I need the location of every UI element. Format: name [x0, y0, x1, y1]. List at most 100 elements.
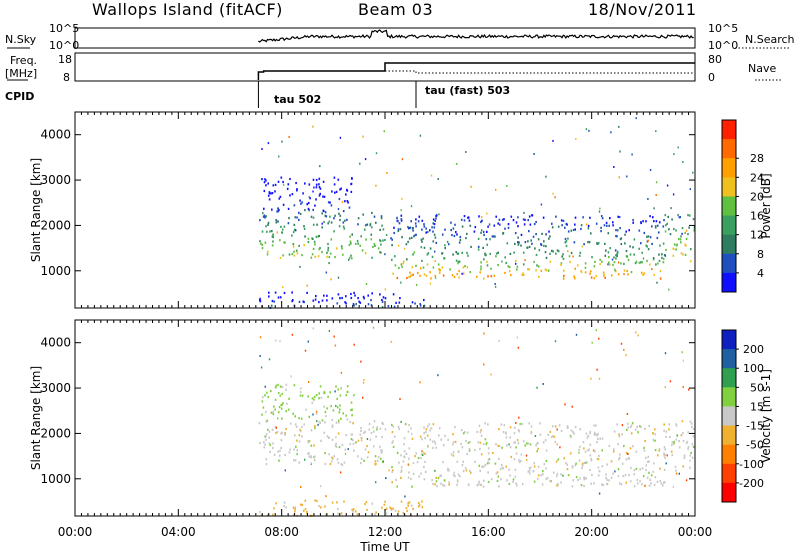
- range-cell: [340, 462, 343, 466]
- range-cell: [405, 452, 407, 455]
- range-cell: [477, 237, 480, 240]
- range-cell: [587, 240, 589, 244]
- range-cell: [405, 243, 408, 246]
- range-cell: [603, 224, 606, 227]
- range-cell: [430, 174, 433, 177]
- range-cell: [324, 452, 326, 455]
- range-cell: [262, 212, 264, 215]
- range-cell: [474, 449, 476, 452]
- range-cell: [639, 468, 641, 471]
- range-cell: [273, 300, 275, 303]
- range-cell: [655, 194, 657, 196]
- range-cell: [460, 443, 462, 446]
- range-cell: [264, 241, 267, 244]
- range-cell: [398, 301, 401, 304]
- range-cell: [545, 269, 548, 272]
- range-cell: [529, 466, 532, 469]
- range-cell: [376, 428, 378, 431]
- range-cell: [340, 187, 342, 190]
- range-cell: [640, 221, 642, 225]
- range-cell: [467, 216, 470, 219]
- y-tick-label: 1000: [40, 264, 71, 278]
- range-cell: [391, 481, 393, 484]
- range-cell: [691, 443, 694, 446]
- range-cell: [326, 255, 328, 258]
- range-cell: [330, 405, 332, 408]
- range-cell: [438, 269, 441, 272]
- range-cell: [670, 207, 672, 210]
- range-cell: [663, 468, 666, 471]
- range-cell: [588, 448, 590, 451]
- range-cell: [374, 460, 377, 463]
- range-cell: [274, 386, 277, 389]
- range-cell: [690, 422, 693, 425]
- range-cell: [384, 253, 386, 256]
- range-cell: [551, 226, 554, 229]
- range-cell: [480, 220, 482, 224]
- range-cell: [596, 242, 599, 245]
- range-cell: [632, 221, 634, 224]
- range-cell: [362, 396, 364, 399]
- range-cell: [329, 215, 331, 218]
- range-cell: [307, 201, 310, 205]
- range-cell: [684, 253, 687, 256]
- range-cell: [321, 212, 323, 215]
- range-cell: [345, 302, 347, 305]
- range-cell: [454, 440, 457, 443]
- range-cell: [403, 260, 405, 263]
- range-cell: [507, 265, 509, 268]
- range-cell: [267, 514, 269, 517]
- range-cell: [477, 248, 480, 251]
- range-cell: [642, 220, 644, 223]
- range-cell: [537, 465, 540, 468]
- range-cell: [299, 391, 302, 394]
- range-cell: [638, 229, 641, 232]
- range-cell: [340, 371, 343, 374]
- range-cell: [495, 255, 497, 258]
- range-cell: [585, 128, 588, 131]
- range-cell: [446, 240, 449, 243]
- range-cell: [289, 448, 291, 451]
- range-cell: [453, 275, 456, 279]
- range-cell: [563, 269, 565, 272]
- range-cell: [578, 254, 581, 257]
- range-cell: [464, 466, 467, 470]
- range-cell: [482, 230, 485, 234]
- range-cell: [398, 266, 400, 270]
- range-cell: [400, 466, 403, 469]
- range-cell: [462, 272, 465, 275]
- range-cell: [313, 395, 316, 398]
- range-cell: [616, 423, 618, 426]
- range-cell: [360, 439, 363, 442]
- range-cell: [455, 251, 457, 254]
- range-cell: [561, 224, 563, 227]
- range-cell: [410, 220, 412, 223]
- range-cell: [331, 297, 334, 300]
- range-cell: [494, 235, 496, 238]
- range-cell: [292, 412, 294, 415]
- range-cell: [400, 420, 402, 423]
- range-cell: [664, 352, 667, 355]
- range-cell: [394, 264, 397, 267]
- range-cell: [658, 231, 660, 234]
- range-cell: [371, 226, 373, 229]
- range-cell: [441, 266, 444, 269]
- range-cell: [366, 223, 369, 226]
- range-cell: [313, 398, 315, 401]
- range-cell: [676, 434, 678, 437]
- range-cell: [685, 237, 688, 240]
- range-cell: [290, 422, 292, 425]
- range-cell: [419, 435, 422, 438]
- range-cell: [522, 272, 524, 275]
- range-cell: [649, 169, 652, 171]
- range-cell: [298, 461, 301, 464]
- range-cell: [418, 504, 421, 507]
- range-cell: [514, 468, 517, 471]
- range-cell: [406, 276, 408, 280]
- range-cell: [681, 227, 684, 230]
- range-cell: [389, 506, 391, 509]
- range-cell: [269, 230, 271, 233]
- range-cell: [265, 463, 268, 466]
- range-cell: [614, 470, 616, 473]
- range-cell: [683, 456, 686, 459]
